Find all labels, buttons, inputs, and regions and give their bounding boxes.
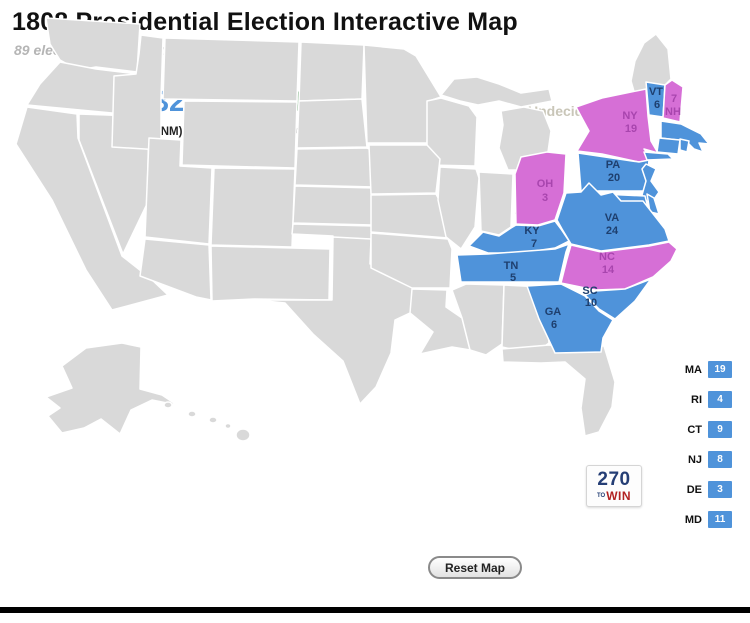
legend-abbr: RI [691, 393, 702, 406]
label-VT: VT 6 [649, 86, 663, 111]
state-LA[interactable] [409, 288, 471, 355]
legend-abbr: MD [684, 513, 702, 526]
state-FL[interactable] [501, 344, 616, 437]
legend-badge-CT[interactable]: 9 [708, 421, 732, 438]
state-CO[interactable] [210, 167, 296, 248]
state-MI-upper-peninsula[interactable] [440, 76, 553, 108]
state-IL[interactable] [437, 166, 480, 250]
state-NC[interactable] [560, 241, 678, 291]
label-TN: TN 5 [504, 260, 519, 284]
logo-to: TO [596, 493, 606, 499]
legend-abbr: CT [687, 423, 702, 436]
state-HI-island[interactable] [208, 416, 218, 424]
label-PA: PA 20 [606, 159, 621, 184]
legend-badge-RI[interactable]: 4 [708, 391, 732, 408]
state-ND[interactable] [298, 41, 365, 102]
legend-badge-DE[interactable]: 3 [708, 481, 732, 498]
legend-row-NJ: NJ 8 [676, 451, 732, 468]
label-NC: NC 14 [599, 251, 615, 276]
legend-abbr: MA [684, 363, 702, 376]
state-NY-long-island[interactable] [643, 151, 674, 161]
label-VA: VA 24 [605, 212, 620, 237]
state-HI-island[interactable] [187, 410, 197, 418]
state-KS[interactable] [292, 185, 376, 226]
state-VA[interactable] [556, 182, 670, 252]
state-AZ[interactable] [139, 238, 212, 301]
state-CA[interactable] [15, 106, 169, 311]
state-IA[interactable] [368, 144, 441, 195]
legend-row-MD: MD 11 [676, 511, 732, 528]
label-NY: NY 19 [622, 110, 638, 135]
state-AK[interactable] [45, 342, 178, 435]
legend-row-DE: DE 3 [676, 481, 732, 498]
legend-badge-NJ[interactable]: 8 [708, 451, 732, 468]
legend-badge-MA[interactable]: 19 [708, 361, 732, 378]
state-MT[interactable] [162, 37, 300, 102]
legend-row-MA: MA 19 [676, 361, 732, 378]
legend-abbr: NJ [687, 453, 702, 466]
legend-badge-MD[interactable]: 11 [708, 511, 732, 528]
state-OH[interactable] [514, 151, 567, 226]
state-SD[interactable] [296, 98, 368, 149]
state-ID[interactable] [111, 34, 164, 151]
state-SC[interactable] [584, 278, 652, 320]
legend-row-RI: RI 4 [676, 391, 732, 408]
label-NH: 7 NH [665, 93, 681, 118]
state-NH[interactable] [662, 79, 684, 123]
reset-map-button[interactable]: Reset Map [428, 556, 522, 579]
state-UT[interactable] [144, 137, 213, 245]
state-NY[interactable] [575, 88, 659, 163]
state-IN[interactable] [478, 171, 514, 236]
bottom-divider-bar [0, 607, 750, 613]
state-AR[interactable] [370, 232, 453, 289]
logo-win: WIN [606, 489, 632, 503]
label-SC: SC 10 [582, 285, 597, 309]
state-TN[interactable] [456, 243, 570, 283]
label-OH: OH 3 [537, 178, 554, 204]
state-HI[interactable] [163, 401, 173, 409]
state-NE[interactable] [294, 147, 380, 188]
state-NM[interactable] [210, 245, 331, 302]
state-HI-island[interactable] [224, 422, 232, 430]
state-GA[interactable] [526, 283, 614, 354]
label-GA: GA 6 [545, 306, 562, 331]
state-RI[interactable] [679, 138, 690, 153]
small-states-legend: MA 19 RI 4 CT 9 NJ 8 DE 3 MD 11 [676, 361, 732, 541]
legend-abbr: DE [686, 483, 702, 496]
us-electoral-map: VT 6 7 NH NY 19 PA 20 OH 3 VA 24 KY 7 TN 5 NC 14 … [15, 17, 710, 442]
270towin-logo[interactable]: 270 TO WIN [586, 465, 642, 507]
logo-270: 270 [597, 469, 631, 490]
label-KY: KY 7 [524, 225, 540, 250]
legend-row-CT: CT 9 [676, 421, 732, 438]
state-HI-island[interactable] [235, 428, 251, 442]
state-CT[interactable] [656, 137, 681, 155]
state-WY[interactable] [181, 100, 298, 169]
